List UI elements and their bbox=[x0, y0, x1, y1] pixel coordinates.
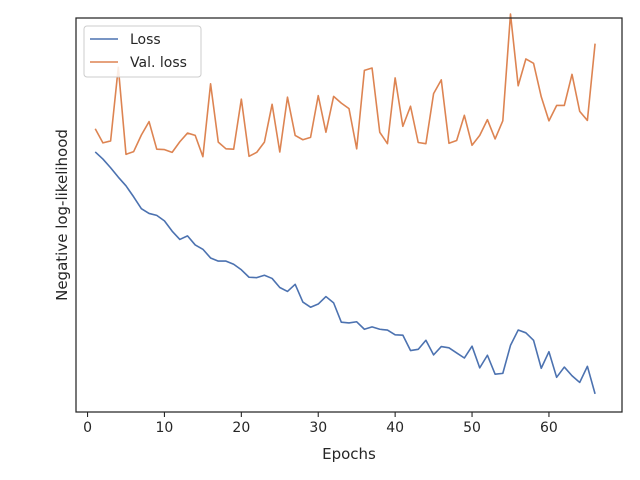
legend-entry-0: Loss bbox=[130, 32, 161, 48]
legend-entry-1: Val. loss bbox=[130, 55, 187, 71]
plot-frame bbox=[75, 17, 623, 413]
series-line-0 bbox=[94, 151, 596, 395]
x-tick-label: 10 bbox=[156, 420, 174, 436]
x-tick-label: 30 bbox=[309, 420, 327, 436]
x-tick-label: 0 bbox=[83, 420, 92, 436]
series-line-1 bbox=[94, 13, 596, 158]
x-axis-ticks: 0 10 20 30 40 50 60 bbox=[83, 412, 558, 436]
x-tick-label: 50 bbox=[463, 420, 481, 436]
series-lines bbox=[94, 13, 596, 395]
x-tick-label: 20 bbox=[232, 420, 250, 436]
y-axis-label: Negative log-likelihood bbox=[53, 129, 71, 301]
legend: Loss Val. loss bbox=[83, 25, 202, 78]
x-tick-label: 40 bbox=[386, 420, 404, 436]
x-axis-label: Epochs bbox=[322, 445, 376, 463]
x-tick-label: 60 bbox=[540, 420, 558, 436]
